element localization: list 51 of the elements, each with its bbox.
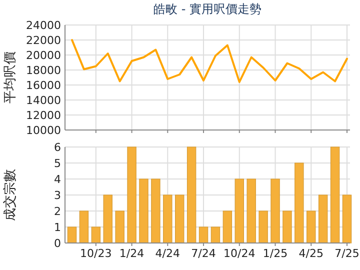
y-axis-title: 平均呎價 [3, 52, 18, 104]
bar [330, 146, 340, 244]
bar [103, 194, 112, 244]
bar [163, 194, 172, 244]
bar [342, 194, 352, 244]
y-tick-label: 1 [54, 220, 61, 234]
x-tick-label: 4/25 [298, 247, 324, 260]
line-series [71, 39, 348, 83]
y-axis-title: 成交宗數 [2, 169, 18, 221]
y-tick-label: 5 [54, 156, 61, 170]
bar [318, 194, 328, 244]
x-tick-label: 1/25 [262, 247, 288, 260]
x-tick-label: 7/25 [334, 247, 360, 260]
bar [258, 210, 268, 244]
bar [151, 178, 160, 244]
x-tick-label: 4/24 [155, 247, 180, 260]
y-tick-label: 12000 [26, 108, 61, 122]
bar [186, 146, 196, 244]
y-tick-label: 18000 [26, 64, 61, 77]
x-tick-label: 10/23 [80, 247, 112, 260]
y-tick-label: 22000 [26, 34, 61, 47]
bar [210, 226, 220, 244]
x-tick-label: 1/24 [119, 247, 144, 260]
bar [234, 178, 244, 244]
bar [115, 210, 124, 244]
y-tick-label: 20000 [26, 48, 61, 62]
y-tick-label: 24000 [26, 18, 61, 32]
y-tick-label: 14000 [26, 94, 61, 107]
y-tick-label: 10000 [26, 124, 61, 137]
bar [198, 226, 208, 244]
bar [91, 226, 101, 244]
y-tick-label: 6 [54, 140, 61, 154]
chart-title: 皓畋 - 實用呎價走勢 [154, 2, 262, 16]
x-tick-label: 7/24 [191, 247, 216, 260]
bar [79, 210, 89, 244]
y-tick-label: 3 [54, 188, 61, 202]
bar [270, 178, 280, 244]
bar [246, 178, 256, 244]
y-tick-label: 4 [54, 172, 61, 186]
y-tick-label: 2 [54, 204, 61, 218]
bar [222, 210, 232, 244]
bar [127, 146, 136, 244]
y-tick-label: 0 [54, 236, 61, 250]
bar [139, 178, 148, 244]
bar [175, 194, 184, 244]
y-tick-label: 16000 [26, 78, 61, 92]
x-tick-label: 10/24 [224, 247, 256, 260]
bar [306, 210, 316, 244]
bar [67, 226, 77, 244]
bar [294, 162, 304, 244]
bar [282, 210, 292, 244]
